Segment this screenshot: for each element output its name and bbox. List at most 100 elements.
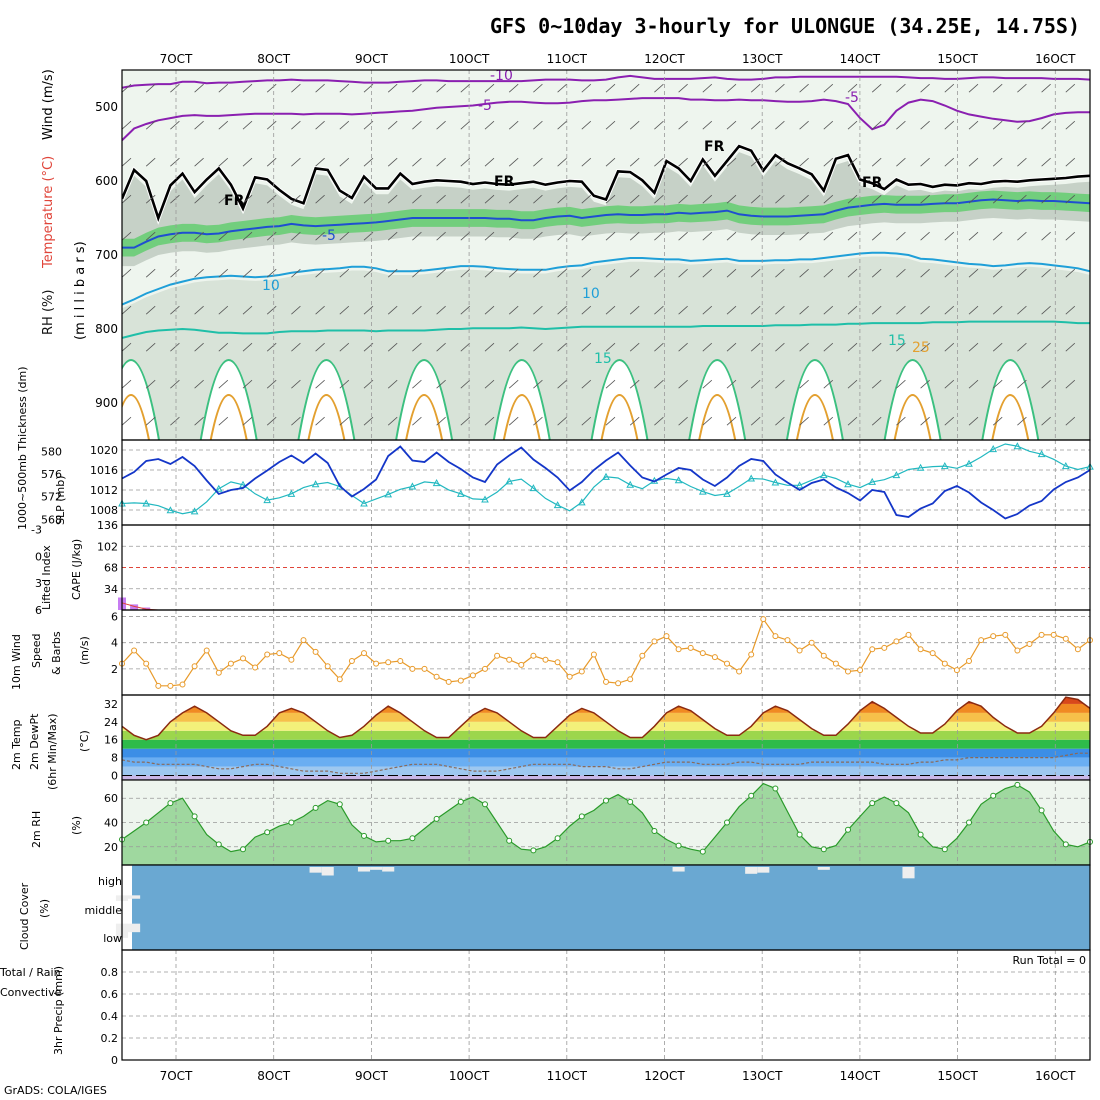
wind-barb bbox=[992, 83, 1003, 93]
rh2m-point bbox=[530, 847, 537, 854]
wind-barb bbox=[291, 342, 301, 352]
wind-barb bbox=[775, 268, 785, 278]
wind-speed-point bbox=[203, 647, 210, 654]
wind-barb bbox=[920, 157, 930, 167]
wind-barb bbox=[484, 379, 495, 389]
wind-barb bbox=[122, 342, 132, 352]
x-tick-label-bottom: 8OCT bbox=[257, 1069, 290, 1083]
wind-speed-point bbox=[530, 652, 537, 659]
wind-speed-point bbox=[615, 680, 622, 687]
wind-barb bbox=[1089, 202, 1090, 204]
wind-barb bbox=[678, 416, 688, 426]
wind-barb bbox=[291, 194, 301, 204]
precip-panel bbox=[122, 950, 1090, 1060]
wind-speed-point bbox=[240, 655, 246, 662]
precip-panel-labels: Total / Rain Convective 3hr Precip (mm) bbox=[0, 966, 65, 1055]
isotherm-25-arc bbox=[893, 394, 932, 440]
wind-barb bbox=[242, 194, 253, 204]
wind-barb bbox=[702, 194, 713, 204]
wind-barb bbox=[775, 120, 785, 130]
wind-barb bbox=[484, 157, 495, 167]
wind-barb bbox=[170, 379, 180, 389]
wind-barb bbox=[436, 379, 446, 389]
thickness-point bbox=[142, 499, 151, 507]
wind-barb bbox=[1017, 379, 1027, 389]
temp-band bbox=[122, 766, 1090, 776]
wind-barb bbox=[266, 231, 277, 241]
wind-barb bbox=[775, 194, 785, 204]
wind-barb bbox=[1017, 157, 1027, 167]
cloud-gap bbox=[817, 867, 830, 870]
wind-barb bbox=[460, 120, 471, 130]
rh-label: RH (%) bbox=[41, 290, 56, 335]
wind-barb bbox=[266, 379, 277, 389]
wind-barb bbox=[847, 305, 858, 315]
wind-speed-point bbox=[990, 633, 997, 640]
wind-barb bbox=[145, 416, 156, 426]
wind-speed-point bbox=[941, 660, 948, 667]
wind-barb bbox=[387, 120, 398, 130]
wind-speed-point bbox=[1014, 647, 1021, 654]
thickness-point bbox=[384, 490, 393, 498]
wind-barb bbox=[654, 120, 664, 130]
wind-barb bbox=[266, 194, 277, 204]
cape-tick: 34 bbox=[104, 583, 118, 596]
wind-barb bbox=[871, 268, 882, 278]
wind-barb bbox=[315, 268, 325, 278]
thickness-point bbox=[311, 480, 320, 488]
wind-barb bbox=[944, 83, 955, 93]
wind-barb bbox=[266, 416, 277, 426]
rh2m-point bbox=[457, 798, 464, 805]
wind-barb bbox=[1041, 231, 1051, 241]
rh2m-panel-labels: 2m RH (%) bbox=[30, 811, 83, 848]
wind-barb bbox=[750, 268, 761, 278]
wind-barb bbox=[1041, 305, 1051, 315]
contour-label: -5 bbox=[478, 98, 492, 114]
rh2m-point bbox=[167, 800, 174, 807]
thickness-point bbox=[263, 496, 272, 504]
slp-tick: 1016 bbox=[90, 464, 118, 477]
wind-barb bbox=[581, 305, 592, 315]
wind-barb bbox=[194, 268, 204, 278]
rh2m-point bbox=[1038, 807, 1045, 814]
wind-barb bbox=[145, 305, 156, 315]
wind-barb bbox=[944, 157, 955, 167]
wind-barb bbox=[1065, 305, 1076, 315]
wind-barb bbox=[484, 342, 495, 352]
wind-barb bbox=[460, 416, 471, 426]
wind-barb bbox=[315, 231, 325, 241]
wind-barb bbox=[339, 231, 350, 241]
wind-barb bbox=[750, 120, 761, 130]
wind-barb bbox=[992, 194, 1003, 204]
wind-barb bbox=[533, 83, 543, 93]
wind-speed-point bbox=[905, 631, 912, 638]
wind-speed-point bbox=[796, 647, 803, 654]
slp-panel-labels: 1000~500mb Thickness (dm) SLP (mb) bbox=[16, 366, 67, 530]
wind-barb bbox=[122, 231, 132, 241]
wind-speed-point bbox=[736, 668, 743, 675]
wind-barb bbox=[145, 120, 156, 130]
precip-tick: 0.6 bbox=[101, 988, 119, 1001]
wind-barb bbox=[654, 83, 664, 93]
x-tick-label-top: 8OCT bbox=[257, 52, 290, 66]
precip-name-label: 3hr Precip (mm) bbox=[52, 966, 65, 1055]
wind-barb bbox=[412, 120, 422, 130]
wind-barb bbox=[412, 83, 422, 93]
wind-barb bbox=[484, 120, 495, 130]
x-tick-label-bottom: 9OCT bbox=[355, 1069, 388, 1083]
wind-speed-point bbox=[808, 639, 815, 646]
upper-panel-labels: RH (%) Temperature (°C) Wind (m/s) (m i … bbox=[41, 69, 88, 340]
isotherm-25-arc bbox=[502, 394, 541, 440]
wind-barb bbox=[122, 194, 132, 204]
wind-barb bbox=[750, 416, 761, 426]
wind-barb bbox=[654, 379, 664, 389]
wind-barb bbox=[896, 305, 906, 315]
thickness-point bbox=[1013, 442, 1022, 450]
cloud-level-middle: middle bbox=[84, 904, 122, 917]
thickness-point bbox=[940, 462, 949, 470]
wind-barb bbox=[581, 268, 592, 278]
wind-barb bbox=[678, 194, 688, 204]
wind-barb bbox=[170, 231, 180, 241]
wind-barb bbox=[896, 157, 906, 167]
rh2m-point bbox=[869, 800, 876, 807]
